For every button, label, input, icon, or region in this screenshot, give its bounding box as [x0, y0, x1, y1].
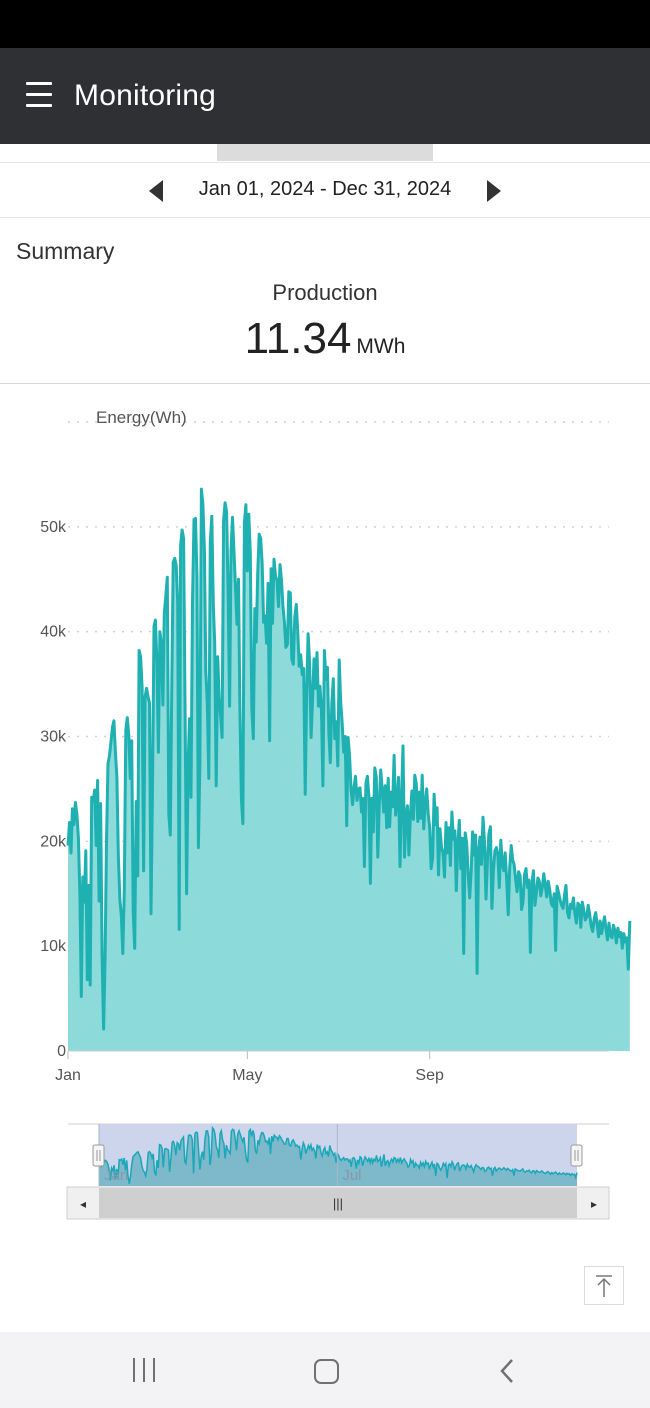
y-tick-label: 50k [40, 519, 67, 536]
y-tick-label: 10k [40, 938, 67, 955]
navigator-area [99, 1127, 577, 1186]
app-bar: Monitoring [0, 48, 650, 144]
y-axis-label: Energy(Wh) [96, 408, 187, 427]
production-unit: MWh [356, 335, 406, 358]
summary-heading: Summary [16, 238, 115, 264]
hamburger-icon[interactable] [26, 82, 54, 108]
system-navigation-bar [0, 1332, 650, 1408]
navigator-tick-label: Jan [104, 1167, 128, 1184]
caret-right-icon[interactable] [487, 180, 501, 202]
scroll-left-arrow[interactable]: ◂ [80, 1197, 86, 1211]
x-tick-label: Sep [415, 1067, 444, 1084]
energy-chart[interactable]: 0 10k 20k 30k 40k 50k Energy(Wh) Jan May Sep Ja… [0, 384, 650, 1234]
navigator-right-handle[interactable] [570, 1144, 583, 1167]
home-icon[interactable] [314, 1359, 339, 1384]
production-value: 11.34 [244, 314, 352, 363]
navigator-line [98, 1125, 578, 1184]
y-tick-label: 30k [40, 729, 67, 746]
divider [0, 217, 650, 218]
pull-tab[interactable] [217, 144, 433, 161]
range-selector[interactable]: Jan Jul ◂ ▸ ||| [66, 1123, 610, 1220]
date-range-label[interactable]: Jan 01, 2024 - Dec 31, 2024 [198, 178, 452, 200]
caret-left-icon[interactable] [149, 180, 163, 202]
x-tick-label: May [232, 1067, 262, 1084]
status-bar [0, 0, 650, 48]
production-label: Production [272, 280, 378, 305]
scrollbar-grip: ||| [333, 1196, 343, 1211]
divider [0, 383, 650, 384]
production-total: 11.34 MWh [0, 314, 650, 364]
y-tick-label: 40k [40, 624, 67, 641]
x-tick-label: Jan [55, 1067, 81, 1084]
page-title: Monitoring [74, 79, 217, 112]
scrollbar-thumb[interactable] [99, 1188, 577, 1218]
arrow-up-to-top-icon[interactable] [584, 1266, 624, 1305]
divider [0, 162, 650, 163]
recents-icon[interactable] [131, 1358, 159, 1384]
back-icon[interactable] [498, 1358, 518, 1384]
y-tick-label: 0 [57, 1043, 66, 1060]
navigator-left-handle[interactable] [92, 1144, 105, 1167]
y-tick-label: 20k [40, 833, 67, 850]
scroll-right-arrow[interactable]: ▸ [591, 1197, 597, 1211]
navigator-tick-label: Jul [342, 1167, 361, 1184]
production-line [66, 487, 632, 1031]
